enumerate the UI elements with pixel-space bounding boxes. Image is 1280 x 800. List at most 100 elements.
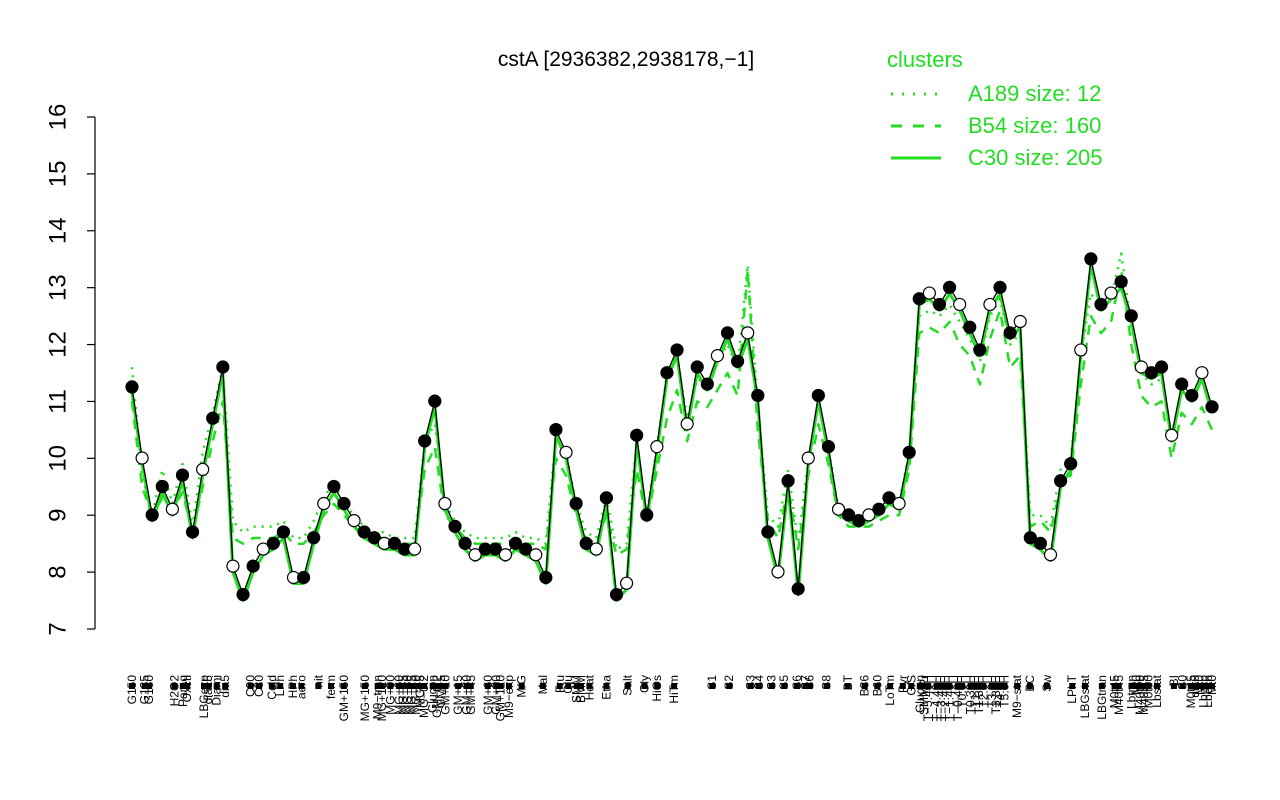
x-tick-mark [988,683,995,689]
x-tick-mark [565,683,572,689]
x-tick-label: Mal [536,675,550,694]
data-point [256,542,270,556]
x-tick-mark [802,683,809,689]
data-point [640,508,654,522]
data-point [1124,309,1138,323]
data-point [1104,286,1118,300]
data-point [862,508,876,522]
x-tick-label: MG+150 [358,675,372,722]
x-tick-mark [141,683,148,689]
x-tick-mark [1098,683,1105,689]
x-tick-mark [467,683,474,689]
x-tick-mark [505,683,512,689]
gene-expression-line [131,258,1213,597]
x-tick-mark [1141,683,1148,689]
x-tick-mark [315,683,322,689]
data-point [892,496,906,511]
x-tick-label: LPh [273,675,287,696]
x-tick-label: BMM [574,675,588,703]
x-tick-mark [921,683,927,689]
x-tick-label: B36 [858,675,872,697]
x-tick-mark [844,683,851,689]
x-tick-mark [861,683,868,689]
x-tick-label: MG+120 [375,675,389,722]
data-point [549,422,563,437]
x-tick-label: Lbstat [1150,674,1164,707]
data-point [206,411,220,425]
x-tick-label: HiTm [667,675,681,704]
y-tick-label: 7 [45,622,72,635]
x-tick-label: S4 [752,675,766,690]
points-layer [125,252,1219,602]
x-tick-label: Gly [637,675,651,693]
legend-title: clusters [887,47,963,72]
data-point [1154,360,1169,374]
x-tick-label: aero [294,675,308,699]
legend-entry-label: C30 size: 205 [968,145,1103,170]
y-tick-label: 12 [45,331,72,358]
x-tick-mark [171,683,178,689]
data-point [700,377,714,391]
data-point [761,525,775,539]
x-tick-mark [400,683,407,689]
x-tick-label: M9−exp [502,675,516,718]
data-point [438,496,452,511]
x-tick-mark [1137,683,1143,689]
data-point [498,548,513,562]
x-tick-label: ferm [324,675,338,699]
x-tick-mark [1026,683,1033,689]
data-point [619,576,634,590]
x-tick-label: T−1.40H [942,675,956,721]
x-tick-mark [641,683,648,689]
x-tick-mark [417,683,423,689]
x-tick-label: Mt0 [1129,675,1143,695]
x-tick-mark [976,683,983,689]
x-tick-label: Heat [582,674,596,700]
data-point [1023,531,1037,545]
x-tick-label: dia0 [1188,675,1202,698]
x-tick-label: S5 [777,675,791,690]
data-point [1013,314,1027,329]
data-point [710,349,725,363]
y-tick-label: 8 [45,565,72,578]
x-tick-label: Sw [1040,675,1054,692]
x-tick-label: Cold [265,675,279,700]
data-point [751,388,765,403]
data-point [1205,400,1219,414]
x-tick-mark [967,683,974,689]
data-point [882,491,896,505]
data-point [569,496,583,511]
data-point [791,582,805,596]
x-tick-mark [908,683,915,689]
x-tick-label: LBGtran [1095,675,1109,720]
data-point [1134,360,1148,374]
data-point [236,587,250,602]
x-tick-mark [781,683,788,689]
x-tick-mark [1128,683,1135,689]
data-point [519,542,533,556]
x-tick-mark [624,683,631,689]
data-point [902,445,916,459]
data-point [529,548,543,562]
data-point [266,536,280,550]
x-tick-mark [539,683,546,689]
y-tick-label: 15 [45,161,72,188]
x-tick-mark [1179,683,1186,689]
data-point [357,525,371,539]
data-point [1033,536,1048,550]
data-point [579,536,593,550]
x-tick-mark [887,683,894,689]
x-tick-mark [1153,683,1160,689]
data-point [599,491,613,505]
x-tick-label: Etha [599,675,613,700]
data-point [983,297,997,312]
x-tick-mark [408,683,415,689]
x-tick-label: GM+10 [438,675,452,715]
data-point [1003,326,1017,340]
x-tick-label: BC [1023,675,1037,692]
data-point [932,297,947,312]
data-point [912,292,926,306]
x-tick-mark [586,683,593,689]
x-tick-mark [455,683,462,689]
x-tick-mark [433,683,440,689]
